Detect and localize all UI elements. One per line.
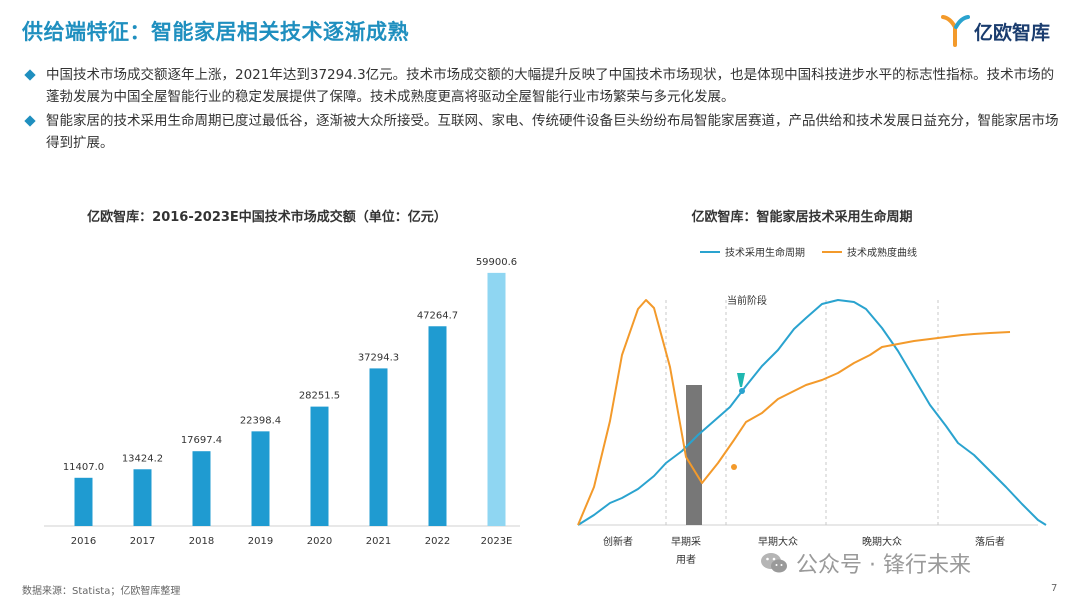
x-tick-label: 2019: [248, 536, 273, 547]
bullet-text: 智能家居的技术采用生命周期已度过最低谷，逐渐被大众所接受。互联网、家电、传统硬件…: [46, 113, 1059, 151]
bar-value-label: 37294.3: [358, 352, 399, 363]
source-note: 数据来源：Statista；亿欧智库整理: [22, 586, 181, 597]
logo-text: 亿欧智库: [974, 22, 1051, 44]
x-tick-label: 2017: [130, 536, 155, 547]
legend-label: 技术采用生命周期: [725, 246, 805, 259]
bullet-text: 中国技术市场成交额逐年上涨，2021年达到37294.3亿元。技术市场成交额的大…: [46, 67, 1055, 105]
bullet-item: 智能家居的技术采用生命周期已度过最低谷，逐渐被大众所接受。互联网、家电、传统硬件…: [22, 110, 1062, 154]
bar-2018: [192, 451, 211, 526]
current-position-pin-icon: [737, 373, 745, 387]
bar-value-label: 17697.4: [181, 435, 222, 446]
point-marker: [739, 388, 745, 394]
bar-2022: [428, 326, 447, 526]
diamond-bullet-icon: [24, 115, 36, 127]
x-category-label: 晚期大众: [862, 535, 902, 548]
series-line: [577, 299, 1047, 526]
x-category-label: 早期大众: [758, 535, 798, 548]
diamond-bullet-icon: [24, 69, 36, 81]
bar-value-label: 11407.0: [63, 462, 104, 473]
x-tick-label: 2016: [71, 536, 96, 547]
x-tick-label: 2023E: [481, 536, 513, 547]
legend-label: 技术成熟度曲线: [847, 246, 917, 259]
bar-value-label: 47264.7: [417, 310, 458, 321]
x-tick-label: 2020: [307, 536, 332, 547]
x-category-label: 落后者: [975, 536, 1005, 548]
highlight-bar: [686, 385, 702, 525]
bar-2016: [74, 477, 93, 526]
page-number: 7: [1051, 583, 1058, 594]
bar-2020: [310, 406, 329, 526]
bar-2023E: [487, 272, 506, 526]
lifecycle-chart: 亿欧智库：智能家居技术采用生命周期 技术采用生命周期 技术成熟度曲线 当前阶段 创…: [577, 209, 1047, 566]
bar-value-label: 22398.4: [240, 415, 281, 426]
bar-value-label: 13424.2: [122, 453, 163, 464]
watermark: 公众号 · 锋行未来: [760, 548, 971, 578]
x-category-label: 早期采: [671, 536, 701, 548]
bar-value-label: 28251.5: [299, 391, 340, 402]
wechat-icon: [761, 553, 787, 573]
bullet-item: 中国技术市场成交额逐年上涨，2021年达到37294.3亿元。技术市场成交额的大…: [22, 64, 1062, 108]
bar-2021: [369, 368, 388, 526]
page-title: 供给端特征：智能家居相关技术逐渐成熟: [22, 20, 409, 44]
point-marker: [731, 464, 737, 470]
current-stage-annotation: 当前阶段: [727, 294, 767, 307]
bar-value-label: 59900.6: [476, 257, 517, 268]
bullet-list: 中国技术市场成交额逐年上涨，2021年达到37294.3亿元。技术市场成交额的大…: [22, 64, 1062, 156]
bar-2019: [251, 431, 270, 526]
brand-logo: 亿欧智库: [940, 14, 1065, 48]
series-line: [577, 299, 1011, 526]
x-tick-label: 2022: [425, 536, 450, 547]
x-tick-label: 2021: [366, 536, 391, 547]
bar-chart-title: 亿欧智库：2016-2023E中国技术市场成交额（单位：亿元）: [87, 209, 447, 225]
watermark-text: 公众号 · 锋行未来: [796, 553, 971, 578]
logo-icon: [941, 15, 970, 47]
x-category-label: 用者: [676, 554, 696, 566]
bar-chart: 亿欧智库：2016-2023E中国技术市场成交额（单位：亿元） 11407.0 2…: [44, 209, 520, 547]
bar-2017: [133, 469, 152, 526]
x-category-label: 创新者: [603, 535, 633, 548]
x-tick-label: 2018: [189, 536, 214, 547]
lifecycle-chart-title: 亿欧智库：智能家居技术采用生命周期: [691, 209, 912, 225]
